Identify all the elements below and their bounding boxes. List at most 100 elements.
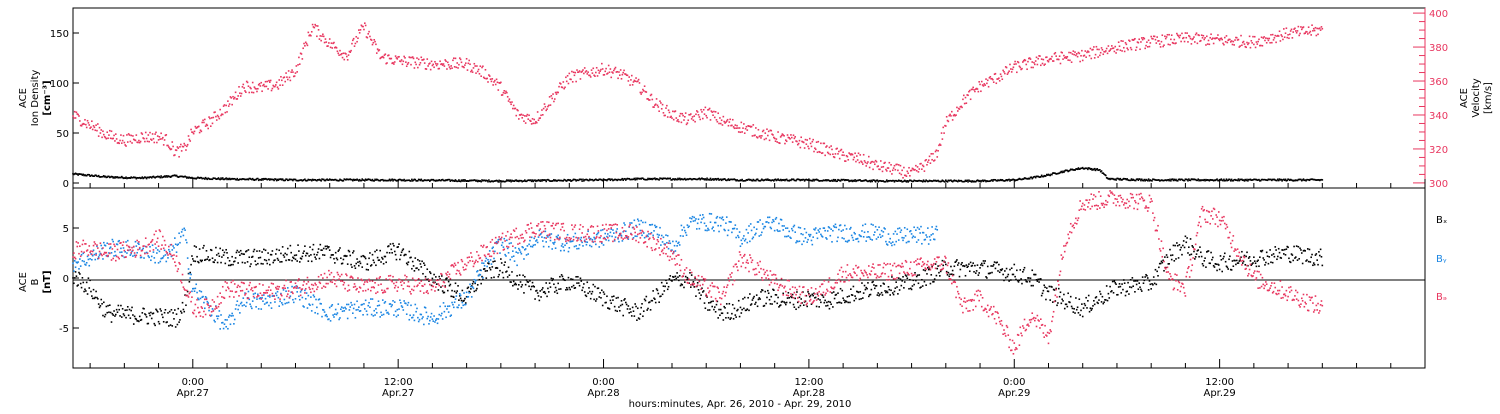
field-point-bx [80,283,82,285]
field-point-bx [640,313,642,315]
field-point-bx [773,289,775,291]
velocity-point [1221,39,1223,41]
field-point-bx [132,314,134,316]
field-point-by [195,283,197,285]
field-point-by [449,305,451,307]
velocity-point [1007,73,1009,75]
field-point-bx [499,270,501,272]
velocity-point [533,123,535,125]
field-point-bx [610,300,612,302]
field-point-by [135,241,137,243]
field-point-by [248,291,250,293]
velocity-point [214,111,216,113]
field-point-bx [622,304,624,306]
velocity-point [1149,46,1151,48]
field-point-bx [421,261,423,263]
field-point-bx [690,286,692,288]
field-point-bx [934,278,936,280]
velocity-point [772,134,774,136]
field-point-bx [620,305,622,307]
velocity-point [671,117,673,119]
velocity-point [447,62,449,64]
velocity-point [227,100,229,102]
velocity-point [460,59,462,61]
density-point [710,178,712,180]
velocity-point [420,62,422,64]
density-point [361,180,363,182]
velocity-point [272,88,274,90]
velocity-point [563,81,565,83]
velocity-point [813,151,815,153]
field-point-bx [424,264,426,266]
field-point-by [420,314,422,316]
velocity-point [895,169,897,171]
field-point-bx [1185,236,1187,238]
field-point-bx [413,265,415,267]
velocity-point [882,171,884,173]
field-point-by [117,244,119,246]
velocity-point [564,87,566,89]
field-point-bx [1137,280,1139,282]
velocity-point [972,87,974,89]
field-point-bx [1132,277,1134,279]
field-point-bx [373,262,375,264]
field-point-bx [596,298,598,300]
field-point-bx [442,290,444,292]
field-point-by [366,310,368,312]
field-point-bx [1138,288,1140,290]
velocity-point [418,59,420,61]
field-point-by [468,296,470,298]
velocity-point [434,61,436,63]
velocity-point [466,58,468,60]
field-point-bx [890,289,892,291]
velocity-point [1012,69,1014,71]
velocity-point [677,119,679,121]
velocity-point [1160,46,1162,48]
field-point-bx [1077,306,1079,308]
field-point-bx [1051,286,1053,288]
field-point-bx [912,279,914,281]
velocity-point [198,126,200,128]
velocity-point [530,120,532,122]
velocity-point [471,70,473,72]
velocity-point [159,138,161,140]
field-point-bx [795,308,797,310]
field-point-bx [90,291,92,293]
field-point-bx [219,248,221,250]
field-point-bx [1189,254,1191,256]
field-point-bx [313,244,315,246]
field-point-bx [1313,262,1315,264]
field-point-bx [841,290,843,292]
field-point-by [416,308,418,310]
velocity-point [424,62,426,64]
velocity-point [287,79,289,81]
velocity-point [1288,37,1290,39]
field-point-bx [489,267,491,269]
field-point-bx [536,290,538,292]
field-point-bx [1063,294,1065,296]
velocity-point [566,81,568,83]
field-point-by [513,255,515,257]
field-point-bx [709,309,711,311]
field-point-bx [284,253,286,255]
field-point-bx [580,277,582,279]
velocity-point [857,159,859,161]
field-point-bx [566,287,568,289]
field-point-bx [386,252,388,254]
velocity-point [1200,40,1202,42]
field-point-bx [578,282,580,284]
field-point-bx [1046,287,1048,289]
velocity-point [1109,50,1111,52]
velocity-point [485,69,487,71]
field-point-by [446,308,448,310]
velocity-point [829,154,831,156]
field-point-bx [87,293,89,295]
velocity-point [811,146,813,148]
field-point-bx [574,287,576,289]
field-point-bx [1275,249,1277,251]
field-point-bx [979,267,981,269]
velocity-point [497,82,499,84]
velocity-point [111,130,113,132]
velocity-point [539,117,541,119]
